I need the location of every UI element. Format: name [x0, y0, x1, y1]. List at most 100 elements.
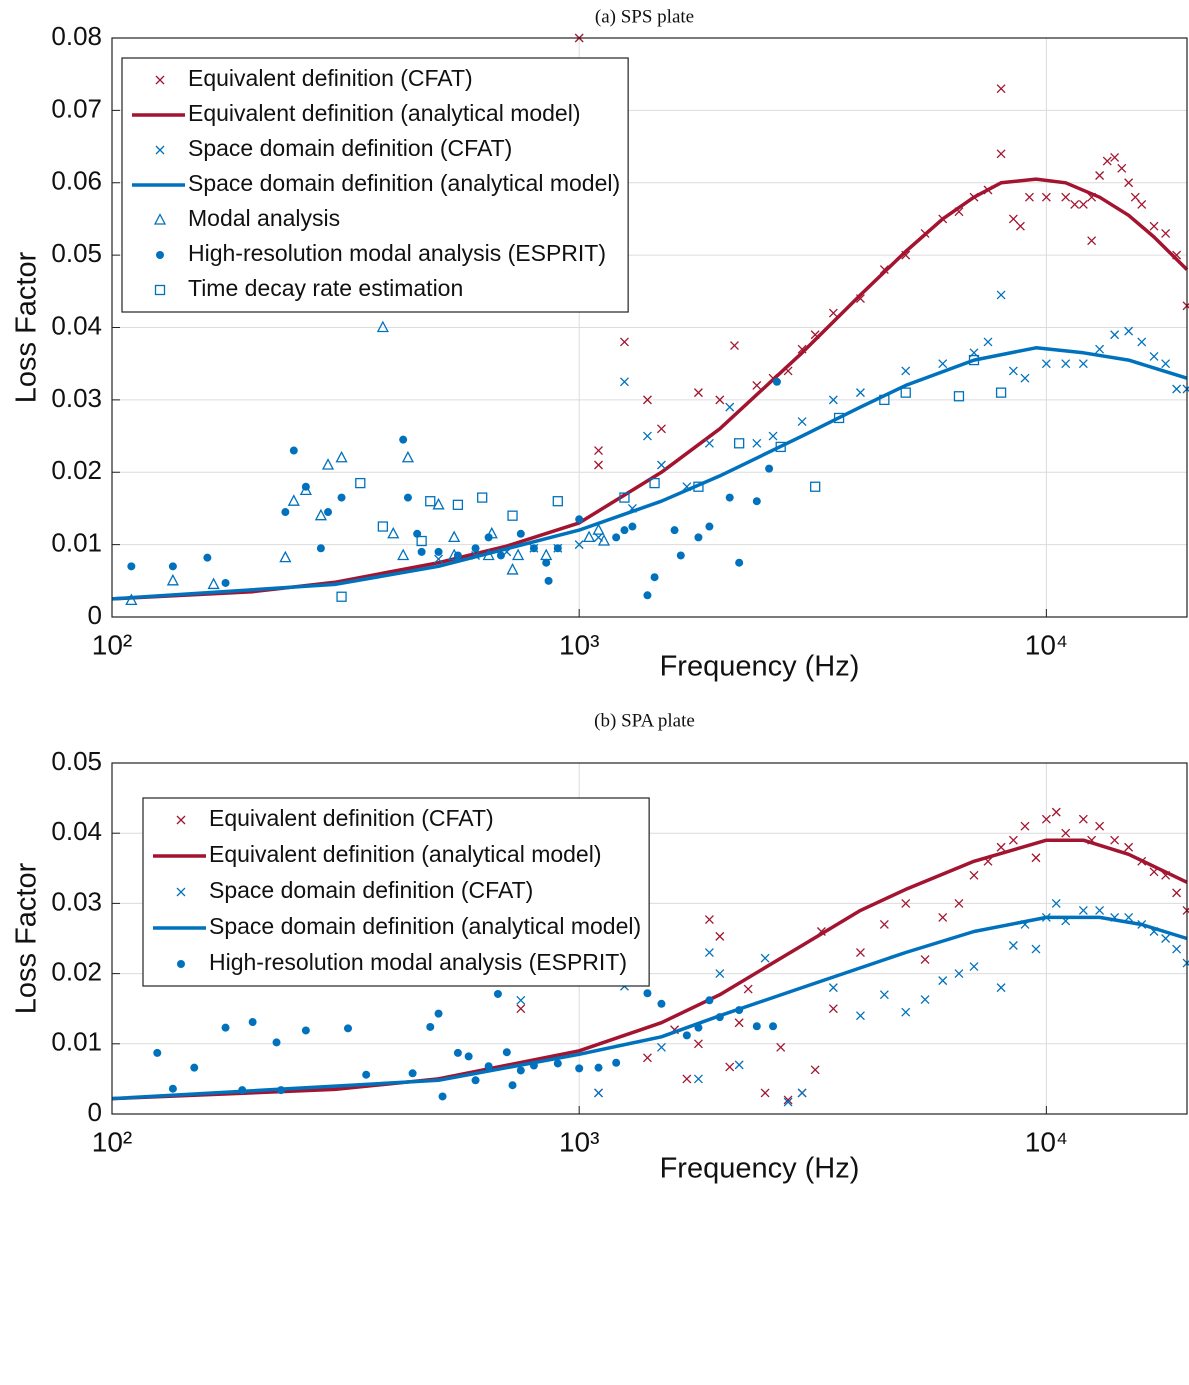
- x-marker: [901, 366, 911, 376]
- y-tick-label: 0.02: [51, 455, 102, 485]
- legend: Equivalent definition (CFAT) Equivalent d…: [121, 57, 629, 313]
- x-marker: [656, 1042, 666, 1052]
- legend-box: [121, 57, 629, 313]
- x-marker: [1149, 351, 1159, 361]
- y-tick-label: 0.04: [51, 816, 102, 846]
- dot-marker: [221, 1023, 230, 1032]
- dot-marker: [682, 1031, 691, 1040]
- x-marker: [619, 377, 629, 387]
- dot-marker: [316, 544, 325, 553]
- dot-marker: [752, 497, 761, 506]
- square-marker: [649, 477, 660, 489]
- x-marker: [1070, 200, 1080, 209]
- x-marker: [704, 438, 714, 448]
- y-tick-label: 0.07: [51, 93, 102, 123]
- x-marker: [693, 1039, 703, 1049]
- x-marker: [783, 1097, 793, 1107]
- x-marker: [996, 983, 1006, 993]
- x-marker: [879, 990, 889, 1000]
- x-marker: [1172, 384, 1182, 394]
- legend: Equivalent definition (CFAT) Equivalent d…: [142, 797, 650, 987]
- x-tick-label: 10⁴: [1025, 1126, 1068, 1157]
- dot-marker: [156, 251, 164, 259]
- dot-marker: [399, 435, 408, 444]
- triangle-marker: [592, 523, 605, 535]
- triangle-marker: [287, 494, 300, 506]
- dot-marker: [272, 1038, 281, 1047]
- dot-marker: [735, 1006, 744, 1015]
- x-marker: [1041, 359, 1051, 369]
- square-marker: [693, 481, 704, 492]
- x-marker: [768, 431, 778, 441]
- dot-marker: [337, 493, 346, 502]
- triangle-marker: [597, 534, 611, 546]
- x-marker: [1008, 835, 1018, 845]
- x-marker: [797, 417, 807, 427]
- x-marker: [996, 84, 1006, 94]
- legend-label: High-resolution modal analysis (ESPRIT): [209, 949, 627, 975]
- plot-frame: [111, 37, 1188, 618]
- y-tick-label: 0.04: [51, 310, 102, 340]
- x-marker: [996, 290, 1006, 300]
- x-marker: [594, 446, 603, 455]
- x-marker: [901, 898, 911, 908]
- triangle-marker: [401, 450, 415, 463]
- dot-marker: [752, 1022, 761, 1031]
- y-tick-label: 0: [88, 1097, 102, 1127]
- legend-label: Space domain definition (CFAT): [209, 877, 533, 903]
- y-tick-label: 0.08: [51, 21, 102, 51]
- square-marker: [507, 510, 518, 521]
- dot-marker: [190, 1063, 199, 1072]
- triangle-marker: [125, 593, 138, 606]
- triangle-marker: [166, 573, 179, 586]
- x-marker: [715, 969, 725, 979]
- dot-marker: [694, 1023, 703, 1032]
- x-marker: [1051, 898, 1061, 908]
- y-tick-label: 0.01: [51, 1027, 102, 1057]
- dot-marker: [575, 515, 584, 524]
- x-marker: [1087, 236, 1097, 246]
- x-marker: [725, 402, 735, 412]
- x-marker: [828, 395, 838, 405]
- dot-marker: [516, 1066, 525, 1075]
- x-marker: [155, 145, 165, 155]
- x-marker: [693, 1074, 703, 1084]
- x-marker: [1041, 814, 1051, 824]
- x-marker: [1015, 221, 1025, 231]
- x-marker: [1095, 344, 1105, 354]
- dot-marker: [502, 1048, 511, 1057]
- dot-marker: [705, 996, 714, 1005]
- legend-label: Space domain definition (analytical mode…: [188, 170, 620, 196]
- y-tick-label: 0.06: [51, 166, 102, 196]
- legend-label: Space domain definition (analytical mode…: [209, 913, 641, 939]
- dot-marker: [529, 1061, 538, 1070]
- x-marker: [1095, 171, 1105, 180]
- x-marker: [1041, 192, 1051, 202]
- x-marker: [879, 920, 889, 929]
- dot-marker: [529, 544, 538, 553]
- x-marker: [1078, 814, 1088, 824]
- dot-marker: [553, 544, 562, 553]
- x-marker: [1172, 888, 1182, 898]
- dot-marker: [643, 591, 652, 600]
- y-tick-label: 0.02: [51, 956, 102, 986]
- x-tick-label: 10³: [559, 1126, 599, 1157]
- dot-marker: [168, 1084, 177, 1093]
- square-marker: [879, 394, 890, 406]
- square-marker: [552, 496, 563, 507]
- x-marker: [1061, 828, 1071, 838]
- square-marker: [336, 591, 347, 602]
- x-marker: [715, 931, 725, 941]
- triangle-marker: [432, 497, 445, 510]
- dot-marker: [127, 562, 136, 571]
- dot-marker: [434, 547, 443, 556]
- triangle-marker: [387, 526, 400, 539]
- dot-marker: [508, 1081, 517, 1090]
- x-marker: [1020, 373, 1030, 383]
- x-marker: [954, 969, 964, 979]
- x-marker: [594, 1088, 603, 1098]
- y-tick-label: 0: [88, 600, 102, 630]
- x-marker: [1161, 228, 1171, 238]
- x-marker: [920, 995, 930, 1005]
